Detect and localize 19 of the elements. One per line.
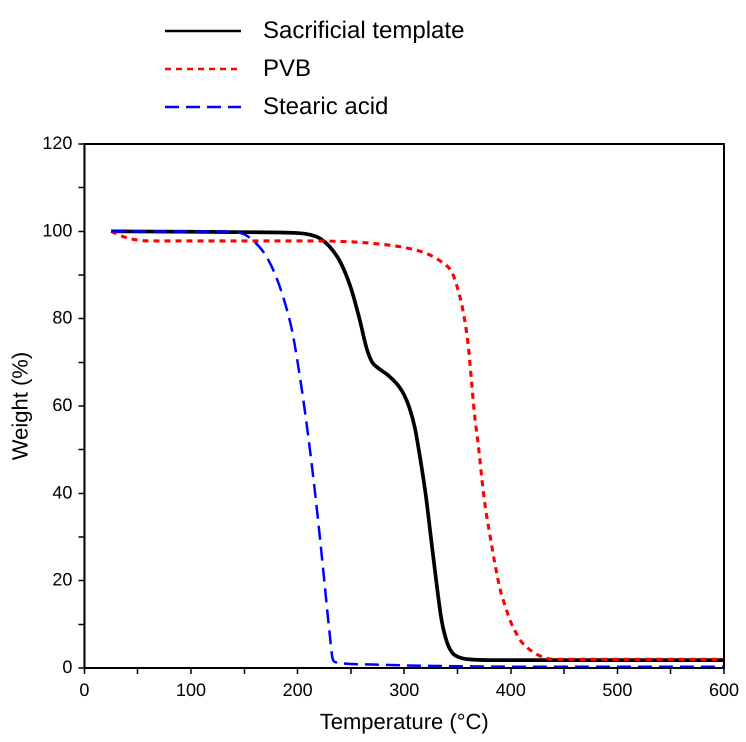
y-tick-label: 60 — [52, 394, 72, 415]
x-tick-label: 100 — [176, 680, 206, 700]
y-tick-label: 0 — [62, 656, 72, 677]
legend-label: PVB — [263, 55, 312, 83]
y-tick-label: 100 — [42, 220, 72, 240]
legend-label: Sacrificial template — [263, 17, 464, 45]
y-tick-label: 80 — [52, 308, 72, 328]
x-tick-label: 400 — [496, 680, 526, 700]
x-tick-label: 600 — [708, 680, 740, 700]
x-axis-title: Temperature (°C) — [320, 708, 489, 734]
x-tick-label: 0 — [79, 680, 90, 700]
legend-label: Stearic acid — [263, 93, 388, 121]
x-tick-label: 200 — [282, 680, 313, 700]
y-axis-title: Weight (%) — [7, 352, 32, 460]
y-tick-label: 120 — [42, 132, 72, 153]
y-tick-label: 40 — [52, 482, 72, 502]
x-tick-label: 300 — [389, 680, 420, 700]
x-tick-label: 500 — [602, 680, 632, 700]
y-tick-label: 20 — [52, 570, 72, 590]
